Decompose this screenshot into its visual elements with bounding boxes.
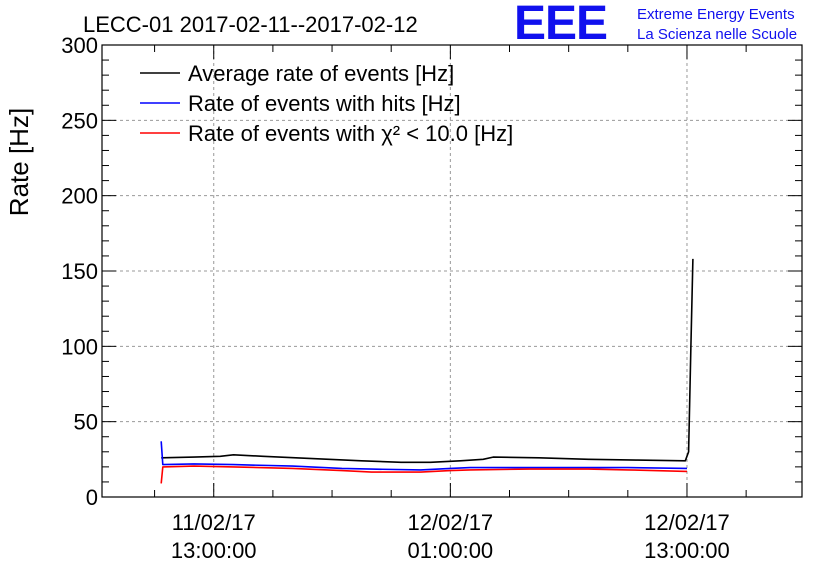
x-tick-date: 12/02/17	[644, 510, 730, 535]
chart-title: LECC-01 2017-02-11--2017-02-12	[83, 12, 418, 37]
x-tick-time: 13:00:00	[644, 538, 730, 563]
x-tick-date: 12/02/17	[408, 510, 494, 535]
axis-ticks	[102, 44, 802, 498]
x-tick-time: 01:00:00	[408, 538, 494, 563]
grid	[102, 45, 802, 497]
x-tick-time: 13:00:00	[171, 538, 257, 563]
y-tick-label: 100	[61, 334, 98, 359]
logo-line-1: Extreme Energy Events	[637, 6, 795, 23]
legend: Average rate of events [Hz] Rate of event…	[140, 61, 513, 146]
legend-label: Rate of events with χ² < 10.0 [Hz]	[188, 121, 513, 146]
x-tick-labels: 11/02/17 13:00:00 12/02/17 01:00:00 12/02/17…	[171, 510, 730, 563]
plot-frame	[101, 44, 803, 498]
y-tick-labels: 0 50 100 150 200 250 300	[61, 33, 98, 510]
eee-logo: EEE Extreme Energy Events La Scienza nel…	[514, 0, 797, 50]
legend-label: Average rate of events [Hz]	[188, 61, 454, 86]
x-tick-date: 11/02/17	[172, 510, 256, 535]
y-tick-label: 200	[61, 184, 98, 209]
series-lines	[160, 258, 694, 484]
legend-label: Rate of events with hits [Hz]	[188, 91, 461, 116]
y-tick-label: 300	[61, 33, 98, 58]
logo-text: EEE	[514, 0, 607, 50]
y-tick-label: 50	[74, 410, 98, 435]
y-tick-label: 150	[61, 259, 98, 284]
y-tick-label: 250	[61, 108, 98, 133]
series-line-1	[161, 258, 694, 464]
logo-line-2: La Scienza nelle Scuole	[637, 26, 797, 43]
series-line-2	[160, 441, 688, 471]
series-line-3	[160, 465, 688, 484]
y-axis-label: Rate [Hz]	[4, 108, 34, 216]
y-tick-label: 0	[86, 485, 98, 510]
